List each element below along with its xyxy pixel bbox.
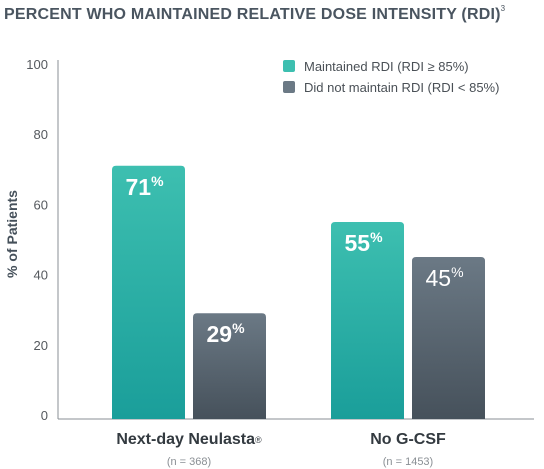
- y-tick-label: 60: [34, 197, 48, 212]
- bar-value-label: 71%: [125, 173, 164, 200]
- y-tick-label: 80: [34, 127, 48, 142]
- legend-label: Did not maintain RDI (RDI < 85%): [304, 80, 499, 95]
- bars: 71% 29% 55% 45%: [112, 165, 485, 419]
- x-category-label: No G-CSF: [370, 431, 446, 448]
- legend-swatch: [283, 81, 295, 93]
- bar: [112, 165, 185, 419]
- chart-title-superscript: 3: [501, 4, 506, 13]
- legend: Maintained RDI (RDI ≥ 85%) Did not mainta…: [283, 59, 499, 95]
- bar-value-label: 55%: [344, 229, 383, 256]
- legend-label: Maintained RDI (RDI ≥ 85%): [304, 59, 469, 74]
- x-category-note: (n = 368): [167, 456, 211, 468]
- y-tick-label: 40: [34, 268, 48, 283]
- y-tick-label: 20: [34, 338, 48, 353]
- chart-title: PERCENT WHO MAINTAINED RELATIVE DOSE INT…: [4, 4, 506, 23]
- bar: [193, 313, 266, 419]
- bar: [331, 221, 404, 419]
- y-axis-ticks: 0 20 40 60 80 100: [26, 57, 48, 423]
- y-tick-label: 0: [41, 408, 48, 423]
- x-category-label: Next-day Neulasta®: [116, 431, 262, 448]
- legend-swatch: [283, 60, 295, 72]
- bar: [412, 257, 485, 419]
- x-category-note: (n = 1453): [383, 456, 433, 468]
- x-axis-categories: Next-day Neulasta® (n = 368) No G-CSF (n = …: [116, 431, 446, 468]
- y-axis-label: % of Patients: [4, 190, 20, 278]
- bar-value-label: 45%: [425, 264, 463, 291]
- y-tick-label: 100: [26, 57, 48, 72]
- bar-value-label: 29%: [206, 320, 245, 347]
